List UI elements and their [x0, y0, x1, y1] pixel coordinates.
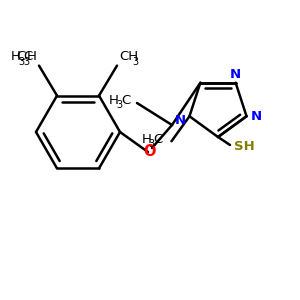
Text: H: H	[11, 50, 21, 63]
Text: N: N	[174, 114, 185, 127]
Text: 3: 3	[23, 57, 29, 67]
Text: C: C	[154, 133, 163, 146]
Text: N: N	[250, 110, 262, 123]
Text: SH: SH	[234, 140, 255, 154]
Text: H: H	[142, 133, 151, 146]
Text: C: C	[16, 50, 25, 63]
Text: H: H	[27, 50, 37, 63]
Text: 3: 3	[116, 100, 122, 110]
Text: 3: 3	[132, 57, 138, 67]
Text: H: H	[109, 94, 119, 106]
Text: 3: 3	[18, 57, 24, 67]
Text: C: C	[121, 94, 130, 106]
Text: C: C	[23, 50, 32, 63]
Text: O: O	[143, 145, 155, 160]
Text: 3: 3	[148, 139, 154, 149]
Text: CH: CH	[119, 50, 138, 63]
Text: N: N	[230, 68, 241, 81]
